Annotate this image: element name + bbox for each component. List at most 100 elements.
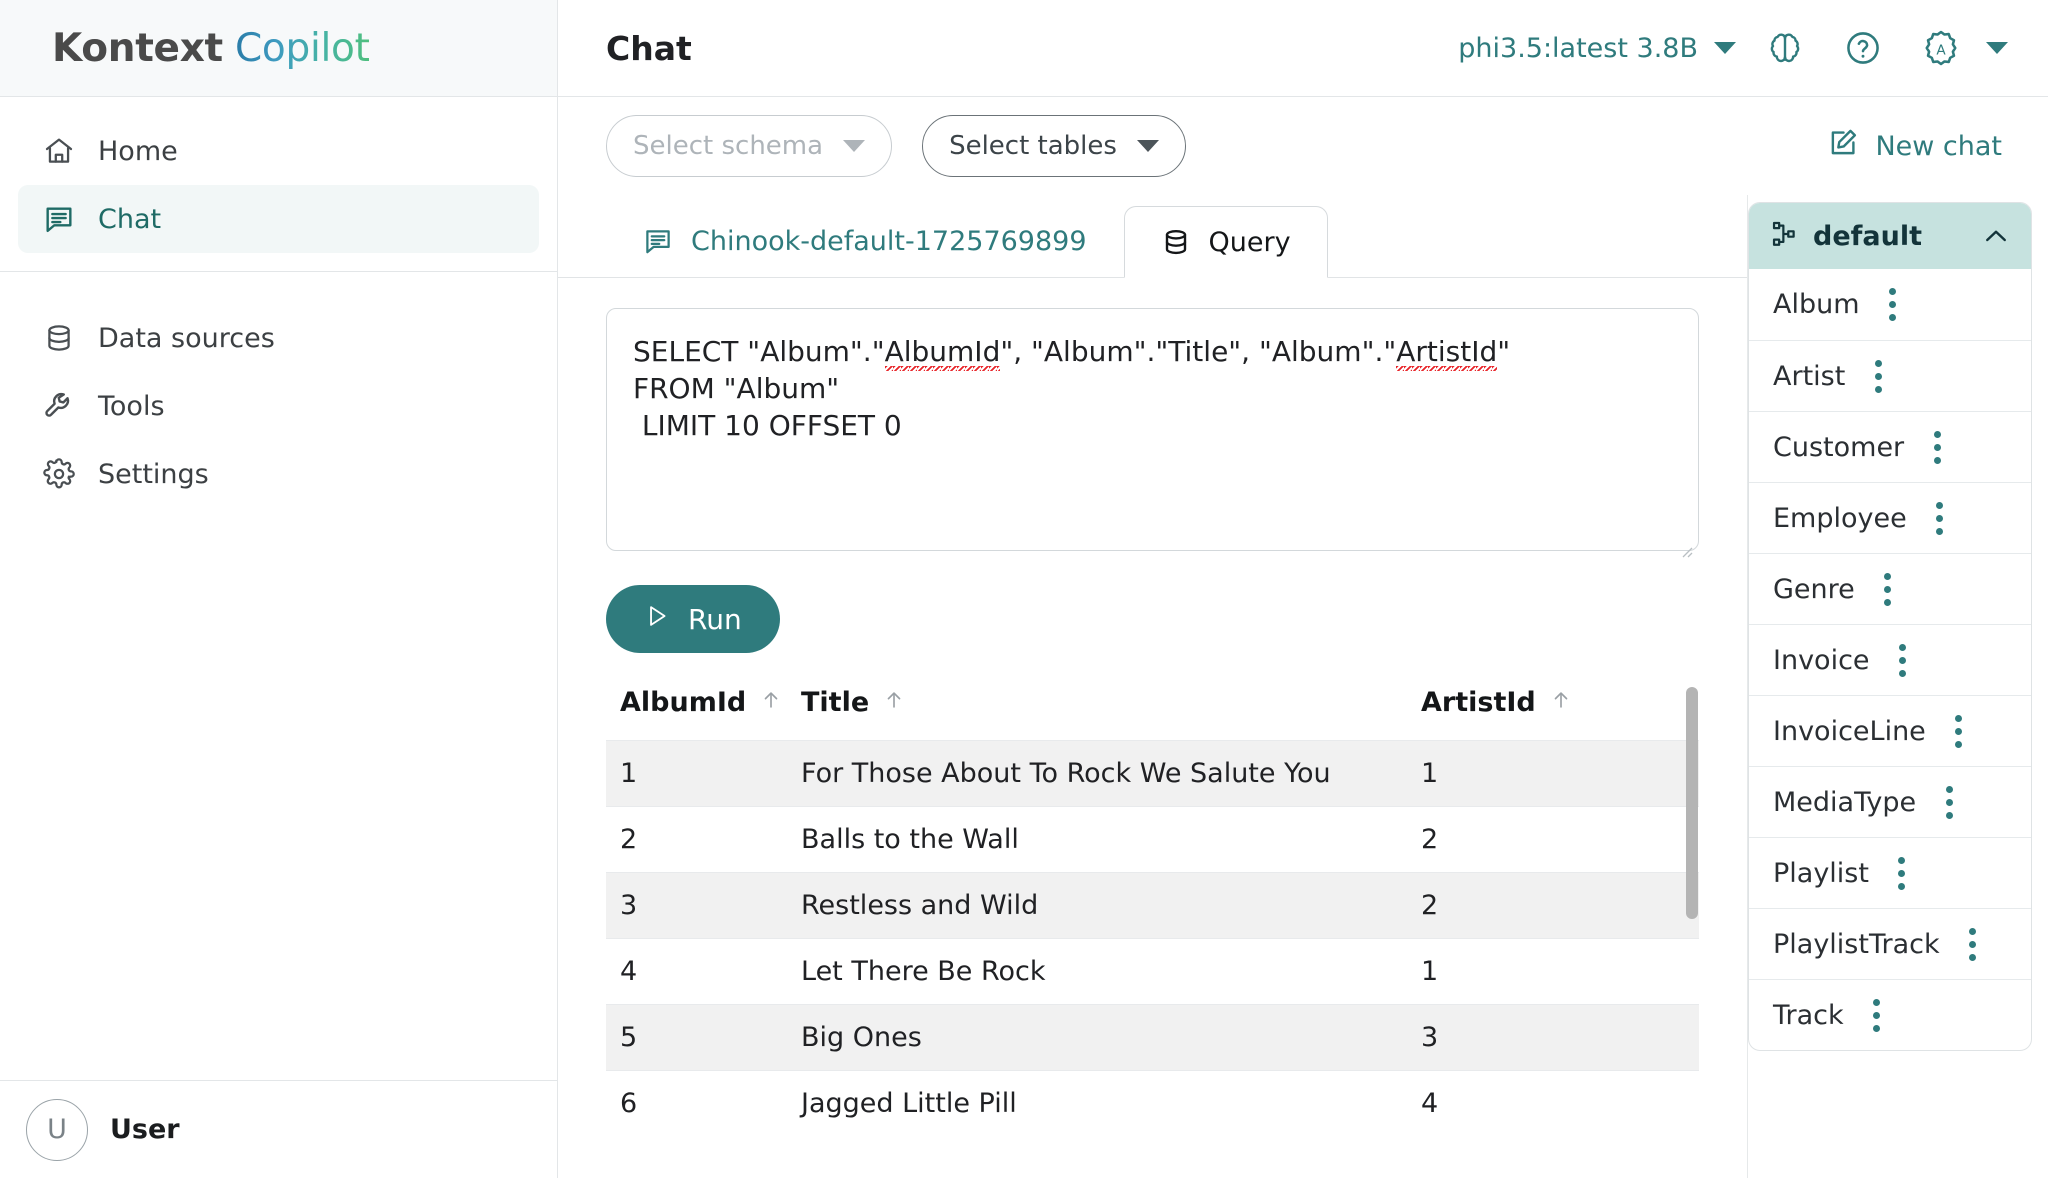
tables-select[interactable]: Select tables <box>922 115 1186 177</box>
svg-text:A: A <box>1936 42 1946 58</box>
sidebar-item-tools-label: Tools <box>98 390 165 422</box>
schema-table-label: Genre <box>1773 573 1855 605</box>
table-cell: 6 <box>606 1070 801 1136</box>
schema-table-item[interactable]: InvoiceLine <box>1749 695 2031 766</box>
model-selector[interactable]: phi3.5:latest 3.8B <box>1448 25 1746 72</box>
sql-editor[interactable]: SELECT "Album"."AlbumId", "Album"."Title… <box>606 308 1699 558</box>
schema-table-label: PlaylistTrack <box>1773 928 1940 960</box>
column-header-label: ArtistId <box>1421 687 1536 718</box>
editor-resize-handle[interactable] <box>1677 530 1693 558</box>
schema-table-item[interactable]: Album <box>1749 269 2031 340</box>
schema-header[interactable]: default <box>1749 203 2031 269</box>
agent-badge-icon[interactable]: A <box>1902 17 1980 79</box>
schema-panel: default Album Artist Customer Employee Genre… <box>1748 195 2048 1178</box>
table-row[interactable]: 1 For Those About To Rock We Salute You 1 <box>606 740 1699 807</box>
arrow-up-icon <box>883 687 905 718</box>
sidebar-item-data-sources[interactable]: Data sources <box>18 304 539 372</box>
schema-table-item[interactable]: Customer <box>1749 411 2031 482</box>
tables-select-label: Select tables <box>949 131 1117 161</box>
sidebar-item-settings[interactable]: Settings <box>18 440 539 508</box>
tab-query[interactable]: Query <box>1123 206 1328 278</box>
sidebar-item-tools[interactable]: Tools <box>18 372 539 440</box>
schema-table-item[interactable]: Employee <box>1749 482 2031 553</box>
table-cell: 1 <box>606 740 801 807</box>
sidebar-spacer <box>0 526 557 1080</box>
schema-table-label: Album <box>1773 289 1860 320</box>
schema-table-label: Playlist <box>1773 857 1869 889</box>
schema-name: default <box>1813 220 1922 252</box>
table-cell: 1 <box>1421 938 1699 1005</box>
sql-line-1: SELECT "Album"."AlbumId", "Album"."Title… <box>633 333 1672 371</box>
table-row[interactable]: 3 Restless and Wild 2 <box>606 872 1699 939</box>
sidebar-item-settings-label: Settings <box>98 458 209 490</box>
table-options-menu-icon[interactable] <box>1920 427 1954 467</box>
schema-table-label: Employee <box>1773 502 1907 534</box>
chevron-down-icon <box>1714 42 1736 54</box>
table-row[interactable]: 2 Balls to the Wall 2 <box>606 806 1699 873</box>
left-sidebar: Kontext Copilot Home Chat <box>0 0 558 1178</box>
tab-chinook-session[interactable]: Chinook-default-1725769899 <box>606 205 1124 277</box>
table-cell: 4 <box>1421 1070 1699 1136</box>
run-button[interactable]: Run <box>606 585 780 653</box>
table-row[interactable]: 5 Big Ones 3 <box>606 1004 1699 1071</box>
help-circle-icon[interactable] <box>1824 17 1902 79</box>
table-cell: Balls to the Wall <box>801 806 1421 873</box>
table-cell: 5 <box>606 1004 801 1071</box>
new-chat-button[interactable]: New chat <box>1811 117 2018 176</box>
schema-table-item[interactable]: Artist <box>1749 340 2031 411</box>
schema-table-item[interactable]: Genre <box>1749 553 2031 624</box>
column-header-label: AlbumId <box>620 687 747 718</box>
column-header-albumid[interactable]: AlbumId <box>606 687 801 741</box>
app-logo: Kontext Copilot <box>52 26 370 71</box>
table-options-menu-icon[interactable] <box>1923 498 1957 538</box>
agent-menu[interactable]: A <box>1902 17 2018 79</box>
sql-misspelled-token: ArtistId <box>1396 335 1498 371</box>
table-cell: 2 <box>1421 806 1699 873</box>
table-options-menu-icon[interactable] <box>1942 711 1976 751</box>
gear-icon <box>42 457 76 491</box>
schema-table-list: Album Artist Customer Employee Genre Invoice I… <box>1749 269 2031 1050</box>
sidebar-item-home-label: Home <box>98 135 178 167</box>
schema-table-item[interactable]: Playlist <box>1749 837 2031 908</box>
sql-text: ", "Album"."Title", "Album"." <box>1000 335 1397 368</box>
new-chat-label: New chat <box>1875 130 2002 162</box>
run-button-label: Run <box>688 602 742 636</box>
chat-content: Chinook-default-1725769899 Query SELECT <box>558 195 1748 1178</box>
sub-toolbar: Select schema Select tables New chat <box>558 97 2048 195</box>
sidebar-item-home[interactable]: Home <box>18 117 539 185</box>
database-icon <box>42 321 76 355</box>
sidebar-item-chat[interactable]: Chat <box>18 185 539 253</box>
schema-table-item[interactable]: MediaType <box>1749 766 2031 837</box>
user-footer[interactable]: U User <box>0 1080 557 1178</box>
results-scrollbar[interactable] <box>1686 687 1698 919</box>
results-table-head: AlbumId Title ArtistId <box>606 687 1699 741</box>
table-options-menu-icon[interactable] <box>1876 285 1910 325</box>
avatar: U <box>26 1098 88 1161</box>
table-cell: 1 <box>1421 740 1699 807</box>
table-row[interactable]: 6 Jagged Little Pill 4 <box>606 1070 1699 1136</box>
table-options-menu-icon[interactable] <box>1956 924 1990 964</box>
table-options-menu-icon[interactable] <box>1861 356 1895 396</box>
column-header-artistid[interactable]: ArtistId <box>1421 687 1699 741</box>
schema-table-item[interactable]: Track <box>1749 979 2031 1050</box>
content-split: Chinook-default-1725769899 Query SELECT <box>558 195 2048 1178</box>
tab-chinook-session-label: Chinook-default-1725769899 <box>691 225 1087 257</box>
column-header-label: Title <box>801 687 870 718</box>
chevron-up-icon <box>1981 221 2011 251</box>
chat-icon <box>643 226 673 256</box>
schema-select[interactable]: Select schema <box>606 115 893 177</box>
column-header-title[interactable]: Title <box>801 687 1421 741</box>
table-options-menu-icon[interactable] <box>1885 853 1919 893</box>
table-options-menu-icon[interactable] <box>1860 995 1894 1035</box>
table-cell: 2 <box>606 806 801 873</box>
schema-table-item[interactable]: PlaylistTrack <box>1749 908 2031 979</box>
brain-icon[interactable] <box>1746 17 1824 79</box>
table-row[interactable]: 4 Let There Be Rock 1 <box>606 938 1699 1005</box>
table-options-menu-icon[interactable] <box>1886 640 1920 680</box>
schema-table-label: Artist <box>1773 360 1846 392</box>
main-area: Chat phi3.5:latest 3.8B <box>558 0 2048 1178</box>
schema-table-item[interactable]: Invoice <box>1749 624 2031 695</box>
table-options-menu-icon[interactable] <box>1932 782 1966 822</box>
table-options-menu-icon[interactable] <box>1871 569 1905 609</box>
table-cell: For Those About To Rock We Salute You <box>801 740 1421 807</box>
